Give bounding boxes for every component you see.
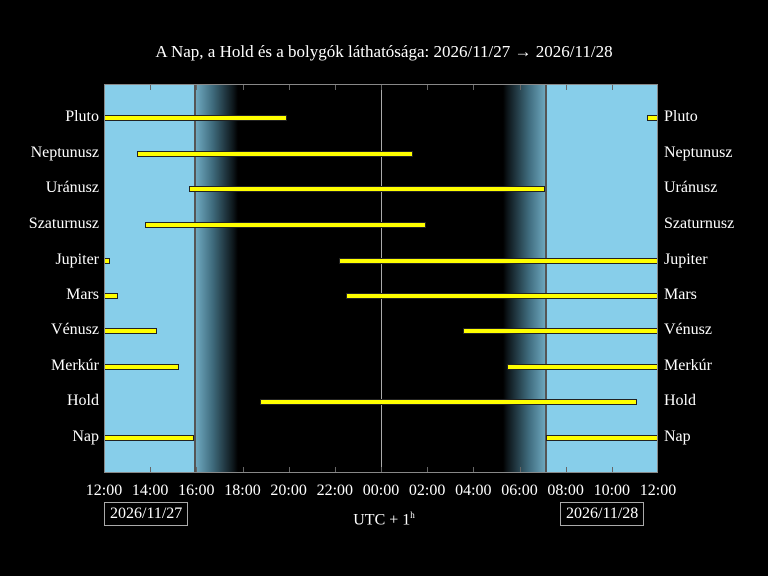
row-label-left: Jupiter [55,251,99,268]
twilight-evening [196,84,238,473]
tick-mark [335,467,336,472]
row-label-right: Pluto [664,108,698,125]
tick-mark [566,467,567,472]
twilight-morning [503,84,546,473]
visibility-bar [104,435,194,441]
visibility-bar [137,151,413,157]
sunset-line [194,84,196,473]
tick-mark [473,467,474,472]
daylight-morning [546,84,658,473]
row-label-right: Neptunusz [664,144,733,161]
visibility-bar [463,328,658,334]
row-label-right: Merkúr [664,357,712,374]
visibility-bar [104,328,157,334]
x-tick-label: 04:00 [455,482,492,499]
tick-mark [427,467,428,472]
visibility-bar [104,364,179,370]
row-label-right: Mars [664,286,697,303]
midnight-line [381,84,382,473]
x-tick-label: 18:00 [224,482,261,499]
timezone-sup: h [410,510,415,520]
tick-mark [243,467,244,472]
row-label-left: Vénusz [51,321,99,338]
tick-mark [566,85,567,90]
tick-mark [150,467,151,472]
tick-mark [289,467,290,472]
visibility-bar [260,399,637,405]
row-label-left: Neptunusz [30,144,99,161]
x-tick-label: 12:00 [639,482,677,499]
visibility-bar [339,258,658,264]
x-tick-label: 16:00 [178,482,215,499]
row-label-left: Szaturnusz [28,215,99,232]
visibility-bar [346,293,658,299]
tick-mark [612,467,613,472]
start-date-box: 2026/11/27 [104,502,189,526]
tick-mark [473,85,474,90]
tick-mark [196,85,197,90]
tick-mark [381,467,382,472]
visibility-bar [104,115,287,121]
x-tick-label: 12:00 [85,482,123,499]
tick-mark [243,85,244,90]
visibility-bar [104,258,110,264]
row-label-right: Uránusz [664,179,718,196]
visibility-bar [546,435,658,441]
x-tick-label: 08:00 [547,482,584,499]
tick-mark [520,467,521,472]
x-tick-label: 14:00 [131,482,169,499]
x-tick-label: 00:00 [362,482,400,499]
row-label-left: Nap [72,428,99,445]
start-date: 2026/11/27 [110,505,183,522]
visibility-bar [189,186,545,192]
tick-mark [289,85,290,90]
tick-mark [196,467,197,472]
end-date: 2026/11/28 [566,505,639,522]
row-label-right: Vénusz [664,321,712,338]
sunrise-line [545,84,547,473]
visibility-bar [145,222,426,228]
tick-mark [335,85,336,90]
x-tick-label: 02:00 [408,482,446,499]
tick-mark [381,85,382,90]
tick-mark [150,85,151,90]
x-tick-label: 22:00 [316,482,354,499]
visibility-bar [104,293,118,299]
tick-mark [612,85,613,90]
row-label-left: Uránusz [45,179,99,196]
row-label-left: Hold [67,392,99,409]
plot-area [104,84,658,473]
x-tick-label: 20:00 [270,482,307,499]
row-label-right: Nap [664,428,691,445]
end-date-box: 2026/11/28 [560,502,645,526]
row-label-right: Jupiter [664,251,708,268]
row-label-left: Merkúr [51,357,99,374]
row-label-right: Hold [664,392,696,409]
chart-title: A Nap, a Hold és a bolygók láthatósága: … [155,42,613,61]
x-tick-label: 10:00 [593,482,631,499]
visibility-bar [647,115,658,121]
row-label-right: Szaturnusz [664,215,735,232]
timezone-label: UTC + 1h [0,510,768,529]
row-label-left: Pluto [65,108,99,125]
timezone-text: UTC + 1 [353,511,411,529]
tick-mark [427,85,428,90]
row-label-left: Mars [66,286,99,303]
x-tick-label: 06:00 [501,482,538,499]
visibility-bar [507,364,658,370]
daylight-evening [104,84,196,473]
tick-mark [520,85,521,90]
